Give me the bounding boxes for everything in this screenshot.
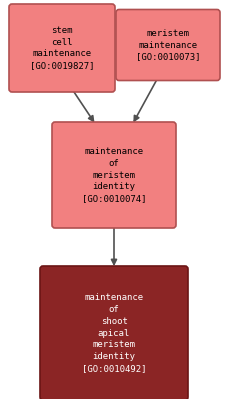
- Text: stem
cell
maintenance
[GO:0019827]: stem cell maintenance [GO:0019827]: [30, 26, 94, 70]
- FancyBboxPatch shape: [116, 10, 219, 81]
- FancyBboxPatch shape: [52, 122, 175, 228]
- Text: meristem
maintenance
[GO:0010073]: meristem maintenance [GO:0010073]: [135, 29, 199, 61]
- Text: maintenance
of
meristem
identity
[GO:0010074]: maintenance of meristem identity [GO:001…: [81, 147, 146, 203]
- FancyBboxPatch shape: [9, 4, 114, 92]
- FancyBboxPatch shape: [40, 266, 187, 399]
- Text: maintenance
of
shoot
apical
meristem
identity
[GO:0010492]: maintenance of shoot apical meristem ide…: [81, 293, 146, 373]
